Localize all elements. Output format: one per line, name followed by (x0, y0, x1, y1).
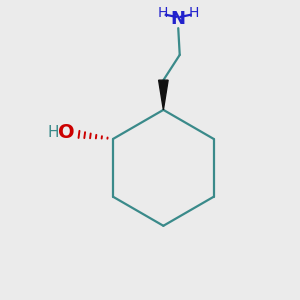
Text: H: H (158, 6, 168, 20)
Polygon shape (159, 80, 168, 110)
Text: H: H (188, 6, 199, 20)
Text: O: O (58, 123, 75, 142)
Text: H: H (48, 125, 59, 140)
Text: N: N (171, 10, 186, 28)
